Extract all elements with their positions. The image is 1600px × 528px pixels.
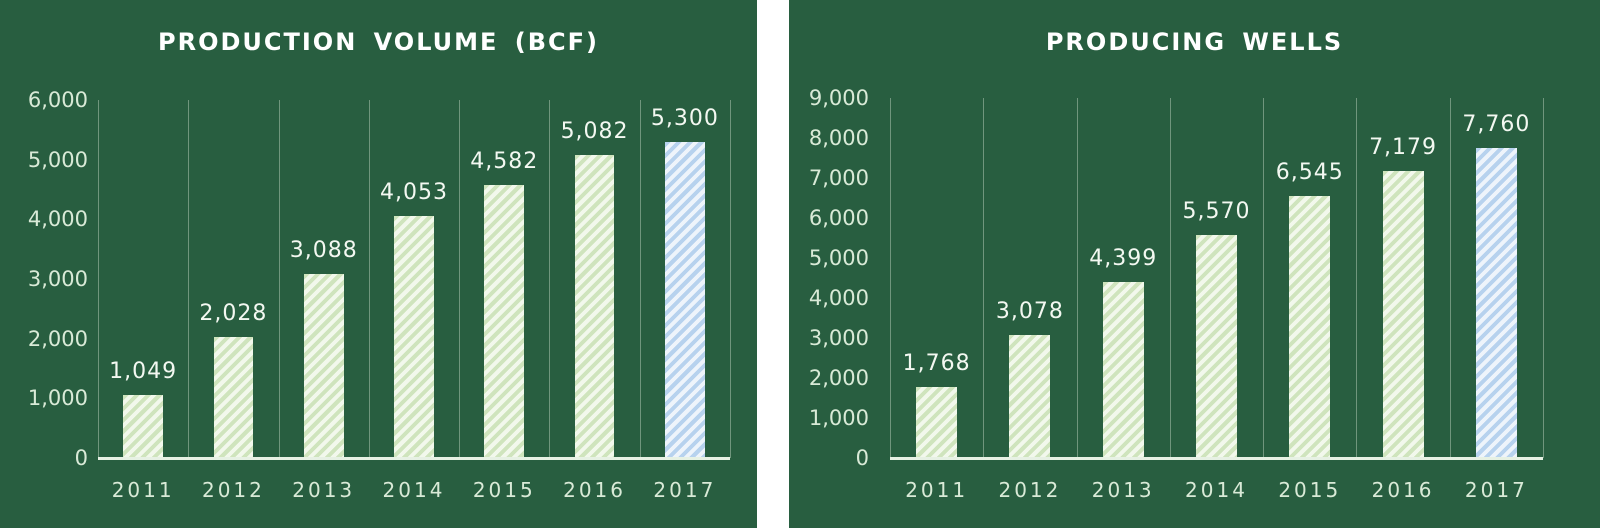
bar-2014[interactable] (1195, 235, 1237, 458)
gridline (368, 100, 370, 458)
data-label: 6,545 (1275, 160, 1344, 186)
y-axis-tick-label: 5,000 (808, 246, 869, 270)
x-axis-tick-label: 2013 (1091, 478, 1155, 502)
bar-2015[interactable] (484, 184, 525, 458)
gridline (459, 100, 461, 458)
bar-2017[interactable] (664, 141, 705, 458)
gridline (188, 100, 190, 458)
chart-title: PRODUCING WELLS (1045, 28, 1344, 56)
bar-2016[interactable] (574, 154, 615, 458)
producing-wells-chart: PRODUCING WELLS 0 1,000 2,000 3,000 4,000 5,0… (789, 0, 1600, 528)
data-label: 4,582 (470, 148, 539, 174)
gridline (1543, 98, 1544, 458)
data-label: 7,179 (1369, 134, 1438, 160)
bar-2013[interactable] (303, 273, 344, 458)
y-axis-tick-label: 9,000 (808, 86, 869, 110)
gridline (1263, 98, 1265, 458)
y-axis-tick-label: 3,000 (27, 267, 88, 291)
gridline (730, 100, 731, 458)
x-axis-tick-label: 2014 (382, 478, 446, 502)
gridline (549, 100, 551, 458)
y-axis-tick-label: 5,000 (27, 147, 88, 172)
y-axis-tick-label: 1,000 (808, 406, 869, 430)
gridline (1449, 98, 1451, 458)
data-label: 2,028 (199, 300, 268, 326)
gridline (983, 98, 985, 458)
gridline (1356, 98, 1358, 458)
bar-2016[interactable] (1382, 170, 1424, 458)
y-axis-tick-label: 8,000 (808, 126, 869, 150)
y-axis-tick-label: 2,000 (808, 366, 869, 390)
x-axis-line (890, 457, 1543, 460)
y-axis-tick-label: 4,000 (808, 286, 869, 310)
data-label: 3,088 (289, 237, 358, 263)
x-axis-tick-label: 2013 (292, 478, 356, 502)
y-axis-tick-label: 7,000 (808, 166, 869, 190)
data-label: 5,300 (650, 105, 719, 131)
gridline (1169, 98, 1171, 458)
x-axis-tick-label: 2015 (1278, 478, 1342, 502)
y-axis-tick-label: 1,000 (27, 386, 88, 411)
chart-title: PRODUCTION VOLUME (BCF) (158, 28, 599, 56)
bar-2013[interactable] (1102, 282, 1144, 458)
y-axis-tick-label: 4,000 (27, 207, 88, 232)
x-axis-tick-label: 2016 (1371, 478, 1435, 502)
data-label: 7,760 (1462, 111, 1531, 137)
x-axis-tick-label: 2014 (1185, 478, 1248, 502)
x-axis-tick-label: 2015 (472, 478, 536, 502)
x-axis-tick-label: 2017 (653, 478, 717, 502)
x-axis-tick-label: 2011 (111, 478, 175, 502)
gridline (1076, 98, 1078, 458)
bar-2012[interactable] (1009, 334, 1051, 458)
x-axis-tick-label: 2012 (201, 478, 265, 502)
bar-2017[interactable] (1475, 147, 1517, 458)
y-axis-tick-label: 6,000 (808, 206, 869, 230)
x-axis-tick-label: 2017 (1464, 478, 1528, 502)
data-label: 5,082 (560, 118, 629, 144)
bar-2011[interactable] (123, 395, 163, 458)
data-label: 5,570 (1182, 199, 1251, 225)
data-label: 3,078 (995, 298, 1064, 324)
bar-2012[interactable] (213, 336, 254, 458)
bar-2011[interactable] (916, 387, 958, 458)
gridline (278, 100, 280, 458)
data-label: 1,768 (902, 351, 971, 377)
y-axis-tick-label: 6,000 (27, 88, 88, 112)
data-label: 4,399 (1089, 246, 1158, 272)
x-axis-tick-label: 2012 (998, 478, 1062, 502)
data-label: 4,053 (380, 180, 448, 206)
data-label: 1,049 (109, 359, 178, 385)
y-axis-tick-label: 3,000 (808, 326, 869, 350)
bar-2014[interactable] (394, 216, 434, 458)
y-axis-tick-label: 2,000 (27, 326, 88, 351)
x-axis-line (98, 457, 730, 460)
y-axis-tick-label: 0 (855, 446, 869, 470)
x-axis-tick-label: 2011 (905, 478, 969, 502)
production-volume-chart: PRODUCTION VOLUME (BCF) 0 1,000 2,000 3,000… (0, 0, 757, 528)
y-axis-tick-label: 0 (74, 446, 88, 470)
gridline (98, 100, 99, 458)
gridline (890, 98, 891, 458)
bar-2015[interactable] (1289, 196, 1331, 458)
x-axis-tick-label: 2016 (563, 478, 627, 502)
gridline (639, 100, 641, 458)
